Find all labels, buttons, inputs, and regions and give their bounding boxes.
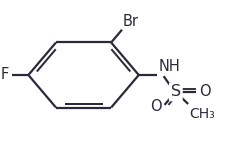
Text: Br: Br xyxy=(122,14,138,29)
Text: CH₃: CH₃ xyxy=(188,107,214,121)
Text: S: S xyxy=(170,84,180,99)
Text: F: F xyxy=(1,68,9,82)
Text: O: O xyxy=(149,99,161,114)
Text: NH: NH xyxy=(158,59,180,74)
Text: O: O xyxy=(199,84,210,99)
